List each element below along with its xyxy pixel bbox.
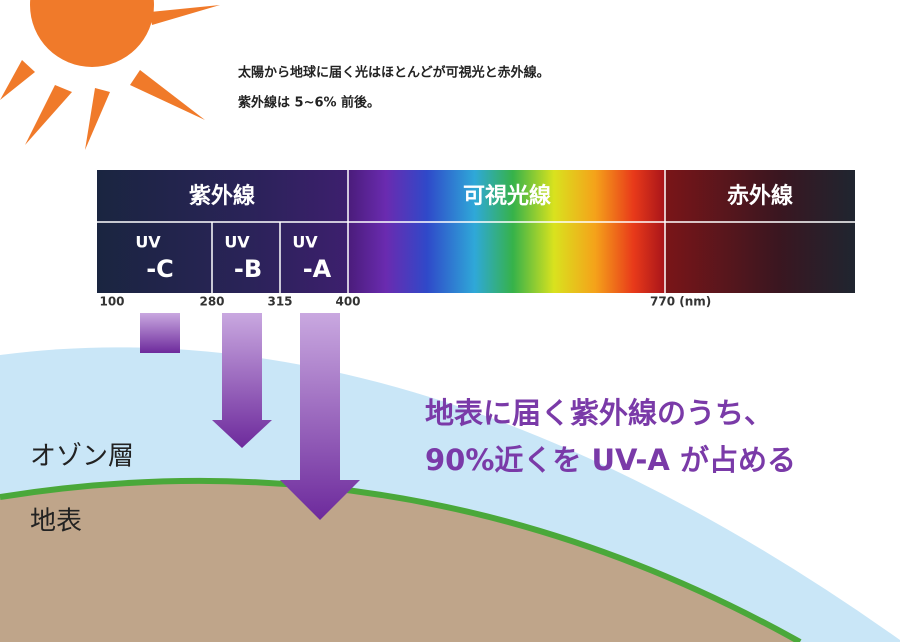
scale-label: 315 bbox=[267, 295, 292, 309]
callout-line: 地表に届く紫外線のうち、 bbox=[425, 396, 773, 430]
header-line: 太陽から地球に届く光はほとんどが可視光と赤外線。 bbox=[237, 65, 550, 81]
callout-line: 90%近くを UV-A が占める bbox=[425, 443, 796, 477]
band-label: 可視光線 bbox=[463, 183, 551, 209]
ground-label: 地表 bbox=[30, 507, 82, 537]
spectrum bbox=[97, 170, 855, 293]
uvb-arrow bbox=[212, 313, 272, 448]
uv-suffix: -B bbox=[234, 255, 262, 283]
band-label: 紫外線 bbox=[189, 183, 255, 209]
ozone-label: オゾン層 bbox=[30, 442, 134, 472]
uvc-arrow bbox=[140, 313, 180, 353]
scale-label: 770 (nm) bbox=[650, 295, 711, 309]
scale-label: 280 bbox=[199, 295, 224, 309]
sun bbox=[0, 0, 220, 150]
uva-arrow bbox=[280, 313, 360, 520]
ground bbox=[0, 480, 800, 642]
band-label: 赤外線 bbox=[727, 183, 793, 209]
uv-prefix: UV bbox=[292, 233, 318, 252]
header-line: 紫外線は 5~6% 前後。 bbox=[238, 95, 380, 111]
uv-prefix: UV bbox=[224, 233, 250, 252]
uv-prefix: UV bbox=[135, 233, 161, 252]
scale-label: 400 bbox=[335, 295, 360, 309]
uv-band bbox=[97, 170, 348, 293]
scale-label: 100 bbox=[99, 295, 124, 309]
visible-band bbox=[348, 170, 665, 293]
uv-suffix: -C bbox=[146, 255, 174, 283]
uv-suffix: -A bbox=[303, 255, 332, 283]
ground-line bbox=[0, 477, 802, 642]
ir-band bbox=[665, 170, 855, 293]
